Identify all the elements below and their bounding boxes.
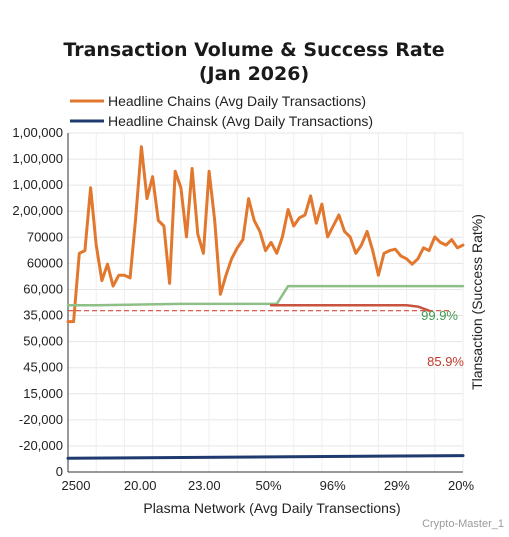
chart-subtitle: (Jan 2026) — [199, 63, 309, 85]
series-group — [66, 145, 465, 460]
x-tick-label: 29% — [384, 478, 410, 493]
series-line-headline-chains — [66, 145, 465, 324]
series-line-success-rate-green — [66, 284, 465, 307]
legend-label-series-2: Headline Chainsk (Avg Daily Transactions… — [108, 113, 373, 129]
grid — [67, 132, 464, 473]
x-tick-label: 20% — [448, 478, 474, 493]
y-tick-label: 2,00,000 — [12, 203, 63, 218]
y-tick-label: 1,00,000 — [12, 125, 63, 140]
chart-title: Transaction Volume & Success Rate — [63, 39, 444, 61]
annotation-success-rate-low: 85.9% — [427, 354, 464, 369]
y-tick-label: -20,000 — [19, 438, 63, 453]
y-tick-label: 1,00,000 — [12, 151, 63, 166]
y-tick-label: 70000 — [27, 229, 63, 244]
x-tick-labels: 2500 20.00 23.00 50% 96% 29% 20% — [62, 478, 475, 493]
y-tick-label: 15,000 — [23, 386, 63, 401]
y-tick-label: 1,00,000 — [12, 177, 63, 192]
x-tick-label: 50% — [255, 478, 281, 493]
legend: Headline Chains (Avg Daily Transactions)… — [70, 93, 373, 129]
y-tick-label: 60,000 — [23, 281, 63, 296]
y-tick-label: 60000 — [27, 255, 63, 270]
y-tick-labels: 1,00,000 1,00,000 1,00,000 2,00,000 70000 600… — [12, 125, 63, 479]
y-tick-label: 45,000 — [23, 360, 63, 375]
watermark: Crypto-Master_1 — [422, 518, 504, 530]
series-line-success-rate-red — [269, 303, 431, 312]
x-tick-label: 20.00 — [124, 478, 157, 493]
annotation-success-rate-high: 99.9% — [421, 308, 458, 323]
x-axis-label: Plasma Network (Avg Daily Transections) — [143, 500, 400, 516]
y-tick-label: 0 — [56, 464, 63, 479]
y-axis-label-right: Tlansaction (Success Rat%) — [469, 214, 485, 390]
legend-label-series-1: Headline Chains (Avg Daily Transactions) — [108, 93, 366, 109]
y-tick-label: -20,000 — [19, 412, 63, 427]
x-tick-label: 96% — [320, 478, 346, 493]
x-tick-label: 23.00 — [188, 478, 221, 493]
series-line-headline-chainsk — [66, 454, 465, 460]
y-tick-label: 50,000 — [23, 334, 63, 349]
x-tick-label: 2500 — [62, 478, 91, 493]
y-tick-label: 35,000 — [23, 308, 63, 323]
